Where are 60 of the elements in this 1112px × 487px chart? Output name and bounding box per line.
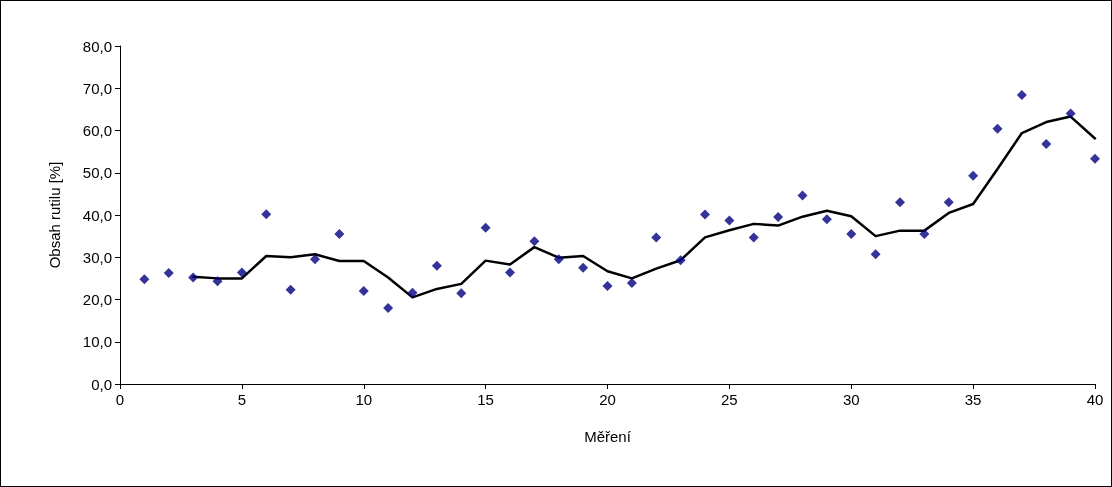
point [773,212,784,223]
point [578,262,589,273]
y-tick-label: 30,0 [82,248,112,266]
point [992,123,1003,134]
point [358,286,369,297]
point [553,254,564,265]
point [895,197,905,208]
point [456,288,467,299]
point [1065,108,1076,119]
point [188,272,199,283]
point [383,302,394,313]
point [870,249,881,260]
point [163,267,174,278]
point [212,276,223,287]
point [407,287,418,298]
point [651,232,662,243]
point [236,267,247,278]
point [431,260,442,271]
point [626,278,637,289]
x-tick-label: 30 [842,391,860,408]
x-tick-label: 35 [964,391,982,408]
point [334,229,345,240]
point [310,254,320,265]
point [724,215,735,226]
x-tick-label: 5 [237,391,247,408]
point [505,267,515,278]
point [529,236,540,247]
point [675,255,686,266]
x-tick-label: 40 [1086,391,1104,408]
x-tick-label: 20 [599,391,616,408]
y-tick-label: 40,0 [82,206,112,224]
point [285,284,296,295]
point [1016,90,1027,101]
point [821,214,832,225]
x-tick-label: 0 [115,391,125,408]
point [1041,139,1052,150]
point [602,280,613,291]
point [968,170,979,181]
y-axis-title: Obsah rutilu [%] [46,161,63,269]
point [919,229,930,240]
point [748,232,759,243]
point [139,274,150,285]
y-tick-label: 50,0 [82,164,112,182]
point [797,190,808,201]
y-tick-label: 60,0 [82,122,112,139]
point [943,197,954,208]
point [700,209,710,220]
x-tick-label: 25 [721,391,738,408]
point [261,209,272,220]
point [1090,153,1100,164]
y-tick-label: 80,0 [82,37,112,55]
point [480,222,491,233]
y-tick-label: 10,0 [82,333,112,351]
y-tick-label: 20,0 [82,291,112,308]
x-axis-title: Měření [584,428,632,445]
point [846,229,857,240]
x-tick-label: 15 [477,391,494,408]
y-tick-label: 0,0 [91,375,112,393]
x-tick-label: 10 [355,391,373,408]
y-tick-label: 70,0 [82,79,112,97]
